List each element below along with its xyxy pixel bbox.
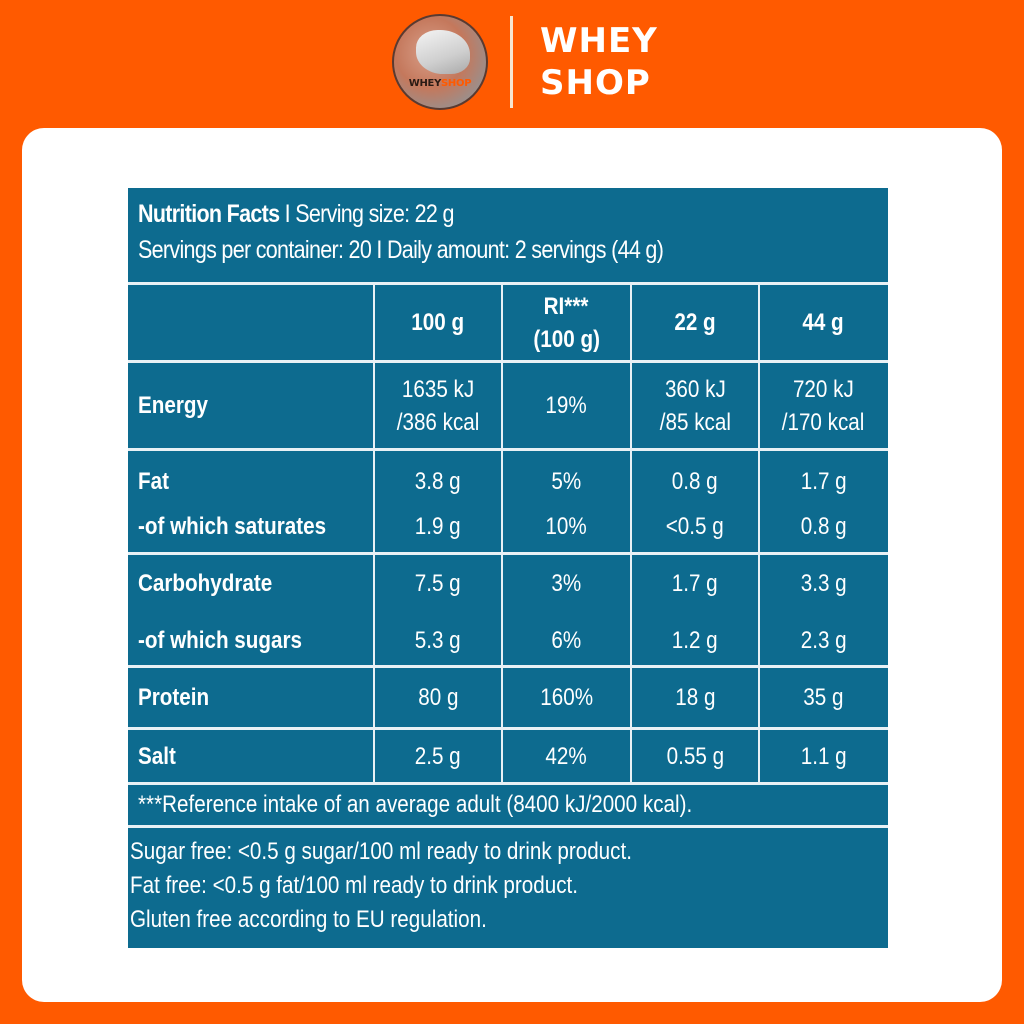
protein-per-22g: 18 g — [674, 684, 716, 711]
carbohydrate-per-44g: 3.3 g — [800, 569, 847, 597]
row-label-saturates: -of which saturates — [138, 512, 327, 540]
column-divider — [501, 363, 503, 448]
table-row-sugars: -of which sugars 5.3 g 6% 1.2 g 2.3 g — [128, 620, 888, 660]
protein-per-44g: 35 g — [803, 684, 844, 711]
fat-per-22g: 0.8 g — [672, 467, 718, 495]
nutrition-panel — [128, 188, 888, 948]
column-divider — [501, 451, 503, 552]
logo-text-shop: SHOP — [441, 78, 472, 89]
column-divider — [758, 668, 760, 727]
row-label-salt: Salt — [138, 742, 176, 770]
column-divider — [373, 451, 375, 552]
column-divider — [501, 555, 503, 665]
salt-per-22g: 0.55 g — [666, 742, 724, 770]
salt-ri: 42% — [545, 742, 588, 770]
servings-per-container: Servings per container: 20 — [138, 236, 372, 264]
sugars-ri: 6% — [551, 626, 582, 654]
column-divider — [373, 285, 375, 360]
table-row-carbohydrate: Carbohydrate 7.5 g 3% 1.7 g 3.3 g — [128, 563, 888, 603]
column-divider — [630, 730, 632, 782]
table-header-row: 100 g RI*** (100 g) 22 g 44 g — [128, 282, 888, 360]
column-divider — [630, 668, 632, 727]
column-divider — [373, 363, 375, 448]
claim-sugar-free: Sugar free: <0.5 g sugar/100 ml ready to… — [130, 838, 632, 865]
energy-per-44g: 720 kJ/170 kcal — [782, 375, 865, 436]
table-row-saturates: -of which saturates 1.9 g 10% <0.5 g 0.8… — [128, 506, 888, 546]
table-group-fat: Fat 3.8 g 5% 0.8 g 1.7 g -of which satur… — [128, 448, 888, 552]
table-row-protein: Protein 80 g 160% 18 g 35 g — [128, 665, 888, 727]
logo-figure — [416, 30, 470, 74]
claim-gluten-free: Gluten free according to EU regulation. — [130, 906, 487, 933]
column-divider — [501, 730, 503, 782]
column-divider — [373, 730, 375, 782]
column-divider — [501, 285, 503, 360]
row-label-protein: Protein — [138, 684, 210, 711]
fat-ri: 5% — [551, 467, 582, 495]
column-divider — [501, 668, 503, 727]
row-label-sugars: -of which sugars — [138, 626, 302, 654]
column-divider — [630, 555, 632, 665]
column-header-100g: 100 g — [411, 309, 465, 336]
column-divider — [630, 363, 632, 448]
reference-intake-footnote: ***Reference intake of an average adult … — [128, 782, 888, 828]
salt-per-44g: 1.1 g — [800, 742, 847, 770]
claim-fat-free: Fat free: <0.5 g fat/100 ml ready to dri… — [130, 872, 579, 899]
sugars-per-100g: 5.3 g — [415, 626, 461, 654]
brand-title: WHEY SHOP — [540, 20, 658, 104]
saturates-per-100g: 1.9 g — [415, 512, 461, 540]
column-divider — [758, 730, 760, 782]
logo-text-whey: WHEY — [408, 78, 442, 89]
protein-per-100g: 80 g — [417, 684, 459, 711]
row-label-carbohydrate: Carbohydrate — [138, 569, 273, 597]
column-header-22g: 22 g — [674, 309, 716, 336]
header-empty-cell — [128, 285, 374, 360]
nutrition-title: Nutrition Facts — [138, 200, 280, 228]
brand-divider — [510, 16, 513, 108]
energy-ri: 19% — [545, 392, 588, 419]
table-row-salt: Salt 2.5 g 42% 0.55 g 1.1 g — [128, 727, 888, 782]
nutrition-claims: Sugar free: <0.5 g sugar/100 ml ready to… — [128, 828, 888, 948]
column-divider — [630, 451, 632, 552]
brand-header: WHEYSHOP WHEY SHOP — [0, 0, 1024, 128]
header-line-2: Servings per container: 20 I Daily amoun… — [138, 236, 664, 265]
carbohydrate-ri: 3% — [551, 569, 582, 597]
table-row-energy: Energy 1635 kJ/386 kcal 19% 360 kJ/85 kc… — [128, 360, 888, 448]
logo-text: WHEYSHOP — [394, 78, 486, 89]
salt-per-100g: 2.5 g — [415, 742, 461, 770]
row-label-energy: Energy — [138, 392, 208, 419]
column-header-ri: RI*** (100 g) — [533, 292, 600, 353]
saturates-per-22g: <0.5 g — [666, 512, 724, 540]
row-label-fat: Fat — [138, 467, 169, 495]
energy-per-100g: 1635 kJ/386 kcal — [396, 375, 480, 436]
serving-size: Serving size: 22 g — [295, 200, 454, 228]
sugars-per-44g: 2.3 g — [800, 626, 847, 654]
column-header-44g: 44 g — [802, 309, 845, 336]
fat-per-44g: 1.7 g — [800, 467, 847, 495]
fat-per-100g: 3.8 g — [415, 467, 461, 495]
header-line-1: Nutrition Facts I Serving size: 22 g — [138, 200, 454, 229]
wheyshop-logo-icon: WHEYSHOP — [392, 14, 488, 110]
separator: I — [279, 200, 296, 228]
table-row-fat: Fat 3.8 g 5% 0.8 g 1.7 g — [128, 461, 888, 501]
column-divider — [373, 668, 375, 727]
column-divider — [758, 285, 760, 360]
energy-per-22g: 360 kJ/85 kcal — [659, 375, 731, 436]
sugars-per-22g: 1.2 g — [672, 626, 718, 654]
nutrition-header: Nutrition Facts I Serving size: 22 g Ser… — [128, 188, 888, 282]
carbohydrate-per-100g: 7.5 g — [415, 569, 461, 597]
carbohydrate-per-22g: 1.7 g — [672, 569, 718, 597]
protein-ri: 160% — [540, 684, 593, 711]
column-divider — [758, 555, 760, 665]
saturates-per-44g: 0.8 g — [800, 512, 847, 540]
separator: I — [371, 236, 387, 264]
column-divider — [373, 555, 375, 665]
column-divider — [758, 451, 760, 552]
saturates-ri: 10% — [545, 512, 588, 540]
brand-title-line1: WHEY — [540, 21, 658, 61]
column-divider — [630, 285, 632, 360]
column-divider — [758, 363, 760, 448]
brand-title-line2: SHOP — [540, 63, 651, 103]
daily-amount: Daily amount: 2 servings (44 g) — [386, 236, 664, 264]
table-group-carbohydrate: Carbohydrate 7.5 g 3% 1.7 g 3.3 g -of wh… — [128, 552, 888, 665]
